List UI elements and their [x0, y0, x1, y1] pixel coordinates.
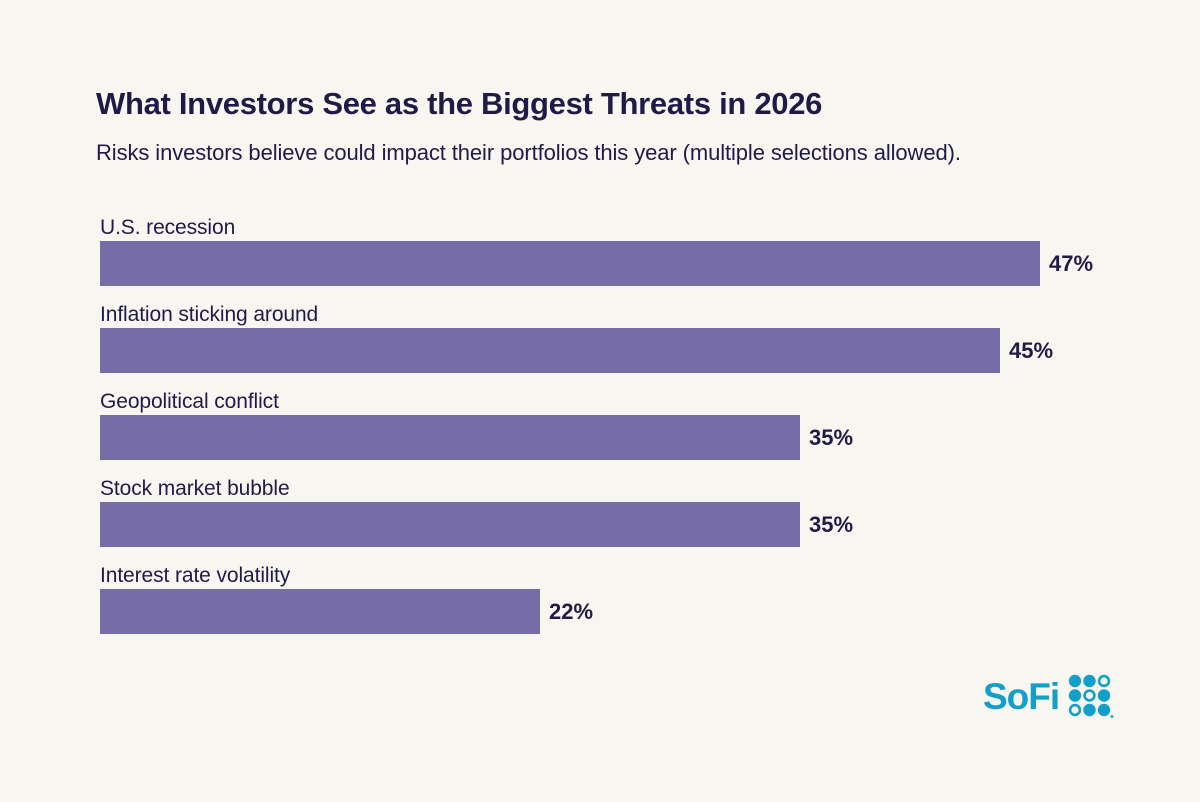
sofi-dots-icon — [1068, 674, 1114, 718]
bar-row-interest-rate: Interest rate volatility 22% — [100, 565, 1100, 634]
bar-track: 45% — [100, 328, 1100, 373]
bar-row-inflation: Inflation sticking around 45% — [100, 304, 1100, 373]
bar-value-label: 22% — [549, 598, 594, 624]
bar-row-stock-bubble: Stock market bubble 35% — [100, 478, 1100, 547]
bar-value-label: 47% — [1049, 250, 1094, 276]
bar-track: 47% — [100, 241, 1100, 286]
bar-fill — [100, 328, 1000, 373]
sofi-logo: SoFi — [983, 674, 1114, 719]
sofi-logo-text: SoFi — [983, 675, 1060, 717]
bar-fill — [100, 415, 800, 460]
bar-track: 35% — [100, 502, 1100, 547]
bar-row-us-recession: U.S. recession 47% — [100, 217, 1100, 286]
chart-subtitle: Risks investors believe could impact the… — [96, 140, 961, 165]
bar-value-label: 35% — [809, 511, 854, 537]
bar-category-label: Stock market bubble — [100, 477, 290, 500]
bar-track: 22% — [100, 589, 1100, 634]
bar-category-label: Inflation sticking around — [100, 303, 319, 326]
bar-category-label: Interest rate volatility — [100, 564, 291, 587]
bar-track: 35% — [100, 415, 1100, 460]
chart-title: What Investors See as the Biggest Threat… — [96, 86, 823, 121]
bar-category-label: U.S. recession — [100, 216, 236, 239]
bar-fill — [100, 502, 800, 547]
bar-row-geopolitical: Geopolitical conflict 35% — [100, 391, 1100, 460]
bar-value-label: 45% — [1009, 337, 1054, 363]
bar-fill — [100, 241, 1040, 286]
bar-value-label: 35% — [809, 424, 854, 450]
bar-category-label: Geopolitical conflict — [100, 390, 279, 413]
bar-fill — [100, 589, 540, 634]
bar-chart: U.S. recession 47% Inflation sticking ar… — [100, 217, 1100, 652]
